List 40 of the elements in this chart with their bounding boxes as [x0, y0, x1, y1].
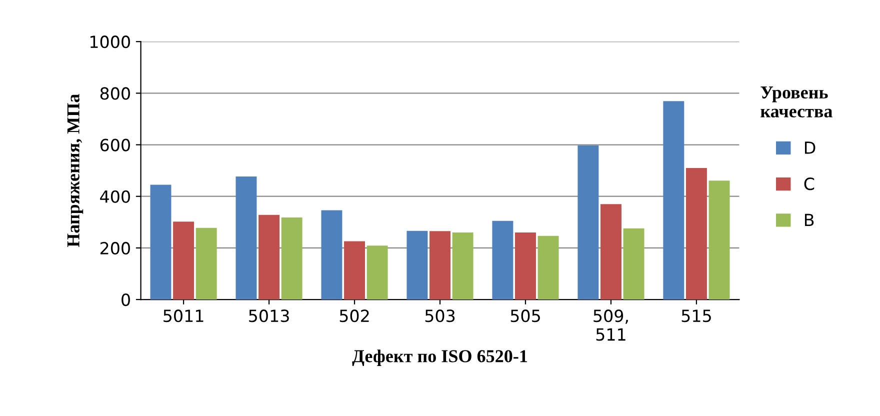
- bar: [492, 220, 514, 300]
- y-tick-label: 800: [100, 87, 130, 100]
- x-axis-title: Дефект по ISO 6520-1: [352, 350, 528, 366]
- bar: [366, 246, 388, 300]
- bar: [600, 204, 622, 300]
- y-tick-label: 400: [100, 190, 130, 203]
- y-tick-label: 1000: [90, 36, 130, 48]
- bar: [196, 228, 217, 300]
- x-tick-label: 503: [425, 310, 455, 322]
- bar: [686, 168, 707, 300]
- x-tick-label: 5013: [249, 310, 289, 322]
- y-tick-label: 0: [122, 293, 130, 306]
- bar: [430, 231, 450, 300]
- x-tick-label: 502: [340, 310, 369, 322]
- bar: [321, 210, 342, 300]
- legend-label: B: [805, 214, 814, 226]
- y-tick-label: 600: [100, 138, 130, 152]
- legend-label: C: [804, 178, 814, 190]
- x-tick-label: 509, 511: [594, 310, 628, 341]
- bar: [281, 218, 302, 300]
- y-tick-label: 200: [100, 242, 130, 255]
- x-tick-label: 505: [510, 310, 540, 322]
- bar: [515, 232, 536, 300]
- bar: [708, 180, 730, 300]
- bar: [538, 236, 559, 300]
- bar: [258, 214, 280, 300]
- legend-label: D: [805, 142, 816, 154]
- bar: [406, 230, 428, 300]
- bar: [452, 232, 474, 300]
- bar: [578, 146, 599, 300]
- bar: [623, 228, 644, 300]
- legend-title: Уровень качества: [760, 86, 832, 118]
- bar: [150, 184, 172, 300]
- y-axis-title: Напряжения, МПа: [67, 94, 84, 248]
- bar: [663, 101, 684, 300]
- x-tick-label: 5011: [164, 310, 204, 322]
- bar: [344, 241, 365, 300]
- bar: [236, 176, 257, 300]
- x-tick-label: 515: [682, 310, 711, 322]
- bar: [173, 222, 194, 300]
